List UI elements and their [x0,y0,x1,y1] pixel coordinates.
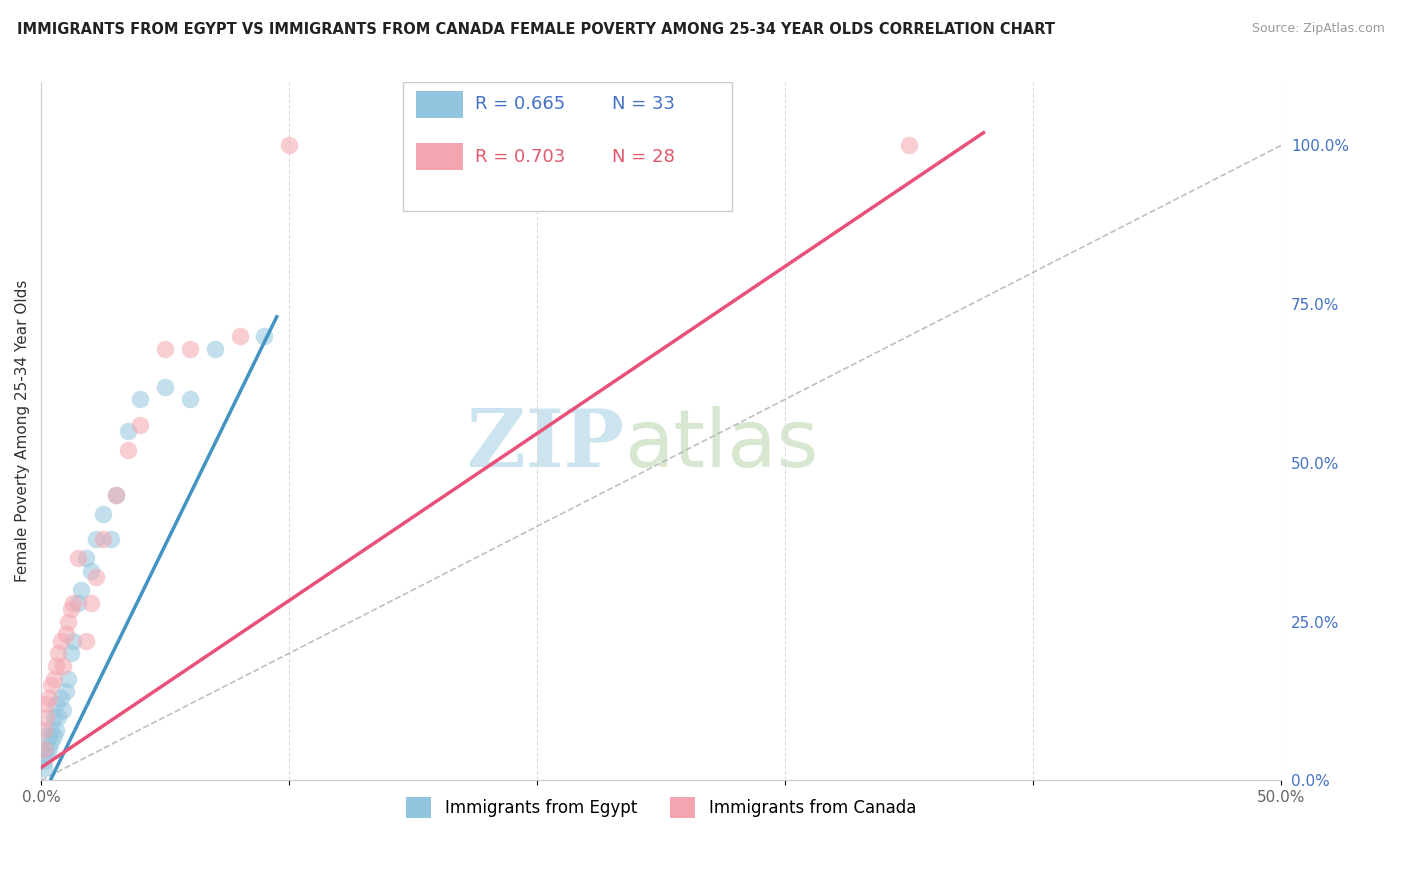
Text: Source: ZipAtlas.com: Source: ZipAtlas.com [1251,22,1385,36]
Point [67,595,90,609]
Point [32,723,55,737]
Point [67,551,90,566]
Point [100,532,122,546]
Point [38,741,60,756]
Text: IMMIGRANTS FROM EGYPT VS IMMIGRANTS FROM CANADA FEMALE POVERTY AMONG 25-34 YEAR : IMMIGRANTS FROM EGYPT VS IMMIGRANTS FROM… [17,22,1054,37]
Point [55,627,77,641]
Point [84,570,107,584]
Text: ZIP: ZIP [467,406,624,484]
Point [228,329,250,343]
Point [62,633,84,648]
Point [49,633,72,648]
FancyBboxPatch shape [416,91,463,118]
Point [129,392,152,407]
Point [69,582,91,597]
Point [278,138,301,153]
Point [42,672,65,686]
Point [39,723,62,737]
Point [91,507,114,521]
Point [104,487,127,501]
Point [59,602,82,616]
Point [38,729,60,743]
Point [45,723,67,737]
Point [48,646,70,660]
Point [80,595,103,609]
Point [52,659,75,673]
Point [117,443,139,458]
Point [129,417,152,432]
Text: N = 28: N = 28 [612,148,675,166]
Point [117,424,139,438]
Point [59,646,82,660]
Legend: Immigrants from Egypt, Immigrants from Canada: Immigrants from Egypt, Immigrants from C… [399,790,922,824]
Point [91,532,114,546]
Point [153,342,176,356]
Text: R = 0.703: R = 0.703 [475,148,565,166]
Point [35,747,58,762]
Point [204,342,226,356]
Text: N = 33: N = 33 [612,95,675,113]
Point [48,710,70,724]
Point [32,761,55,775]
Point [898,138,921,153]
Text: R = 0.665: R = 0.665 [475,95,565,113]
Point [32,754,55,768]
Point [84,532,107,546]
Point [42,710,65,724]
Point [32,741,55,756]
Point [35,697,58,711]
FancyBboxPatch shape [404,82,731,211]
Point [39,678,62,692]
Point [75,633,97,648]
Point [253,329,276,343]
Point [80,564,103,578]
Point [45,697,67,711]
Point [179,342,201,356]
Point [179,392,201,407]
Point [55,684,77,698]
Point [38,690,60,705]
Point [45,659,67,673]
Y-axis label: Female Poverty Among 25-34 Year Olds: Female Poverty Among 25-34 Year Olds [15,280,30,582]
Point [35,741,58,756]
Point [58,615,80,629]
Point [104,487,127,501]
Point [52,703,75,717]
Text: atlas: atlas [624,406,818,484]
Point [62,595,84,609]
Point [35,710,58,724]
Point [75,551,97,566]
Point [39,735,62,749]
Point [153,379,176,393]
Point [42,729,65,743]
Point [58,672,80,686]
Point [49,690,72,705]
FancyBboxPatch shape [416,144,463,169]
